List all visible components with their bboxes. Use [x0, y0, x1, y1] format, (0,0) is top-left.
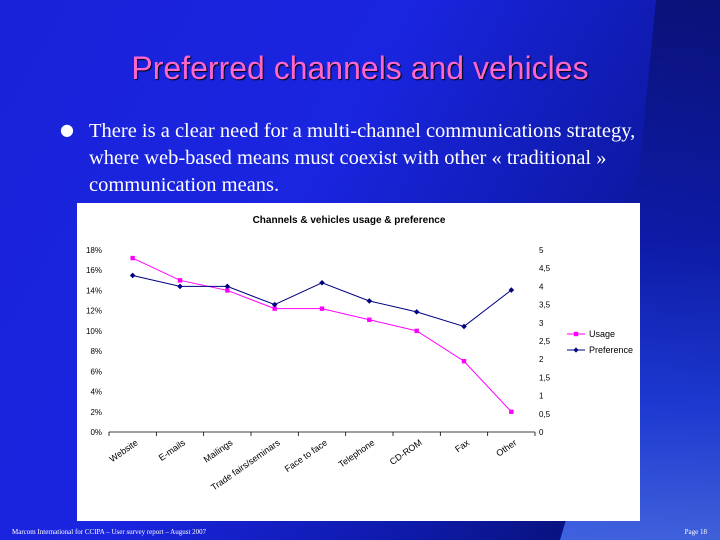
bullet-text: There is a clear need for a multi-channe…	[89, 120, 636, 196]
y-left-tick-label: 16%	[86, 266, 102, 275]
x-category-label: Mailings	[202, 437, 235, 464]
data-point-usage	[225, 288, 230, 293]
data-point-preference	[129, 272, 136, 279]
data-point-preference	[319, 279, 325, 286]
x-category-label: E-mails	[157, 437, 188, 463]
x-category-label: Other	[494, 437, 518, 458]
y-left-tick-label: 6%	[90, 367, 102, 376]
y-left-tick-label: 12%	[86, 307, 102, 316]
y-right-tick-label: 4	[539, 282, 544, 291]
x-category-label: CD-ROM	[388, 437, 424, 466]
data-point-usage	[319, 306, 325, 311]
x-category-label: Website	[108, 437, 140, 464]
y-left-tick-label: 18%	[86, 246, 102, 255]
data-point-usage	[177, 278, 183, 283]
data-point-preference	[413, 309, 420, 315]
slide-title: Preferred channels and vehicles	[131, 50, 589, 86]
y-right-tick-label: 1,5	[539, 373, 551, 382]
x-category-label: Face to face	[283, 437, 329, 474]
data-point-usage	[509, 409, 514, 414]
page-number: Page 18	[684, 528, 707, 536]
y-right-tick-label: 3	[539, 319, 544, 328]
y-left-tick-label: 8%	[90, 347, 102, 356]
chart-title: Channels & vehicles usage & preference	[253, 215, 446, 226]
y-left-tick-label: 4%	[90, 388, 102, 397]
x-category-label: Fax	[453, 437, 471, 454]
y-right-tick-label: 4,5	[539, 264, 551, 273]
y-left-tick-label: 0%	[90, 428, 102, 437]
legend-marker	[573, 347, 579, 353]
data-point-preference	[461, 323, 467, 330]
y-left-tick-label: 10%	[86, 327, 102, 336]
legend-label: Preference	[589, 345, 633, 355]
data-point-usage	[272, 306, 277, 311]
footer-source: Marcom International for CCIPA – User su…	[12, 528, 207, 536]
y-right-tick-label: 2,5	[539, 337, 551, 346]
y-left-tick-label: 2%	[90, 408, 102, 417]
y-left-tick-label: 14%	[86, 286, 102, 295]
y-right-tick-label: 2	[539, 355, 544, 364]
legend-label: Usage	[589, 329, 615, 339]
y-right-tick-label: 0	[539, 428, 544, 437]
y-right-tick-label: 1	[539, 392, 544, 401]
y-right-tick-label: 5	[539, 246, 544, 255]
y-right-tick-label: 3,5	[539, 301, 551, 310]
line-chart: Channels & vehicles usage & preference 0…	[86, 215, 633, 493]
data-point-preference	[508, 287, 515, 293]
data-point-preference	[177, 283, 183, 290]
data-point-preference	[366, 298, 373, 304]
bullet-icon: ●	[60, 120, 74, 139]
data-point-usage	[130, 255, 135, 261]
legend-marker	[573, 331, 579, 337]
data-point-usage	[414, 328, 419, 334]
data-point-usage	[461, 359, 467, 364]
chart-panel: Channels & vehicles usage & preference 0…	[77, 203, 640, 521]
x-category-label: Telephone	[337, 437, 377, 469]
data-point-usage	[367, 317, 372, 322]
y-right-tick-label: 0,5	[539, 410, 551, 419]
